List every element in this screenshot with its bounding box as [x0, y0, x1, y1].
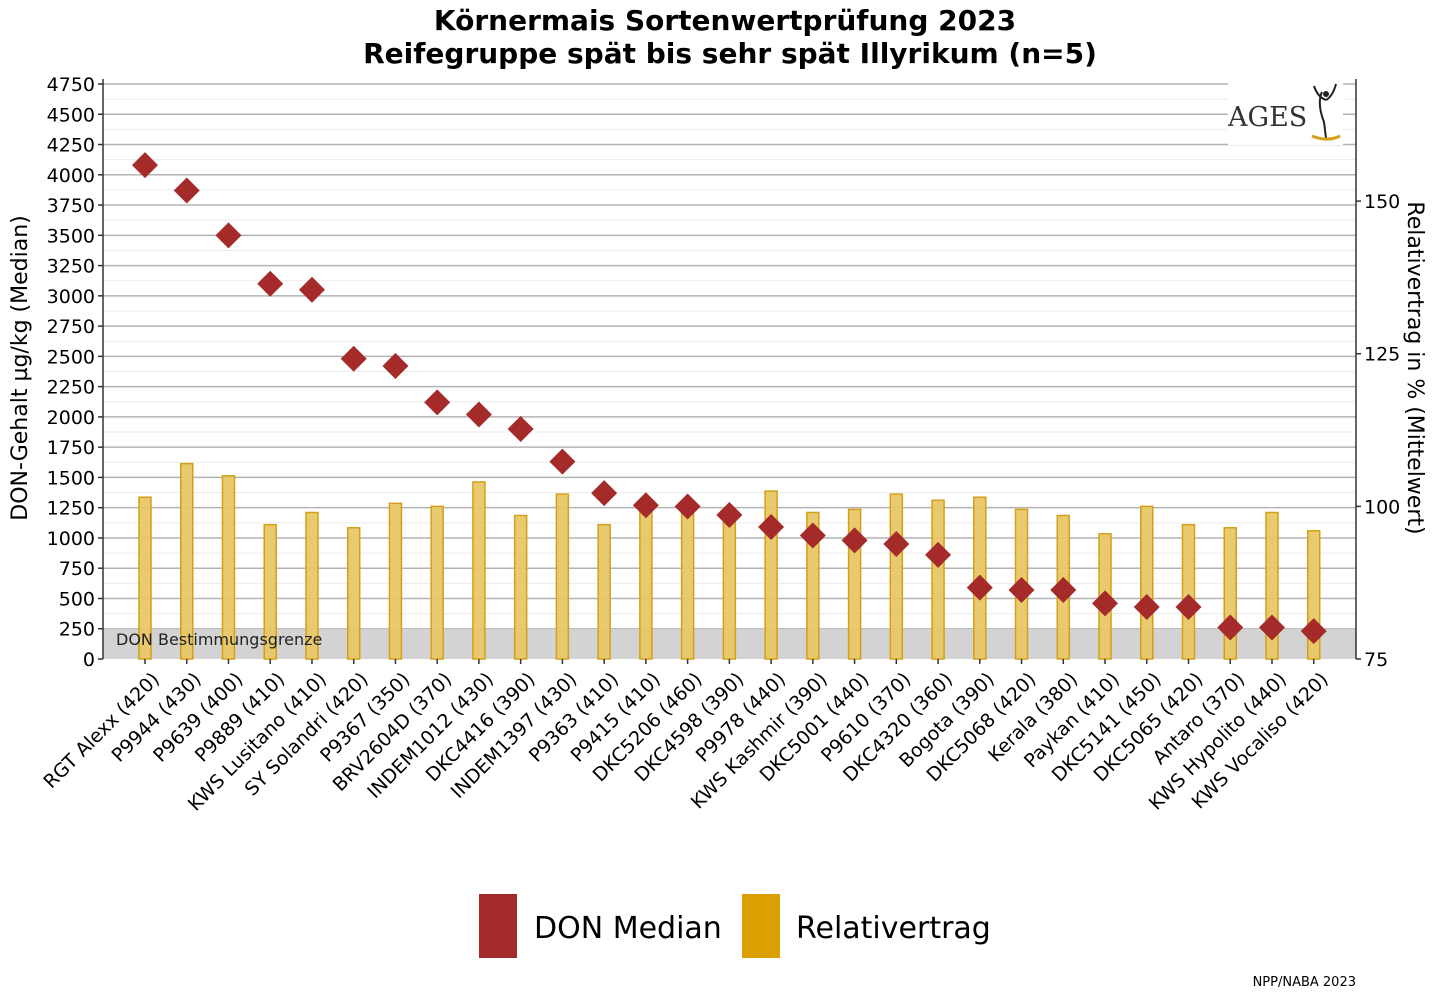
yield-bar [430, 505, 444, 660]
y-axis-title-left: DON-Gehalt µg/kg (Median) [8, 215, 33, 520]
don-point [382, 353, 409, 380]
don-point [632, 492, 659, 519]
yield-bar [722, 511, 737, 660]
yield-bar [889, 493, 904, 660]
yield-bar [639, 502, 653, 660]
legend: DON Median Relativertrag [479, 894, 991, 958]
don-point [674, 493, 701, 520]
don-points [132, 152, 1327, 645]
y-tick-label-left: 2750 [47, 316, 95, 338]
y-tick-label-left: 500 [59, 588, 95, 610]
logo-figure-icon [1313, 83, 1337, 139]
yield-bar [1140, 505, 1154, 660]
y-ticks-right: 75 100 125 150 [1356, 191, 1400, 671]
legend-label-yield: Relativertrag [796, 911, 991, 946]
don-point [507, 416, 534, 442]
y-tick-label-left: 2250 [47, 377, 95, 399]
y-tick-label-left: 3750 [47, 195, 95, 217]
chart-title: Körnermais Sortenwertprüfung 2023 [434, 4, 1016, 37]
don-point [758, 514, 785, 541]
y-tick-label-left: 1750 [47, 437, 95, 459]
don-point [298, 276, 325, 303]
yield-bar [346, 526, 361, 660]
y-tick-label-left: 250 [59, 619, 95, 641]
don-point [1175, 593, 1202, 620]
yield-bar [513, 514, 528, 660]
yield-bar [1181, 523, 1196, 660]
don-point [132, 152, 158, 179]
yield-bar [680, 505, 695, 660]
don-point [549, 448, 576, 475]
don-point [465, 401, 492, 428]
y-tick-label-left: 2000 [47, 407, 95, 429]
y-tick-label-left: 1500 [47, 467, 95, 489]
legend-swatch-don [479, 894, 517, 958]
detection-limit-label: DON Bestimmungsgrenze [116, 630, 322, 649]
don-point [1133, 593, 1160, 620]
y-tick-label-right: 100 [1364, 496, 1400, 518]
y-tick-label-left: 4250 [47, 135, 95, 157]
y-tick-label-left: 4500 [47, 104, 95, 126]
y-tick-label-right: 125 [1364, 344, 1400, 366]
axes [102, 79, 1357, 659]
y-tick-label-right: 150 [1364, 191, 1400, 213]
chart-subtitle: Reifegruppe spät bis sehr spät Illyrikum… [363, 37, 1097, 70]
y-tick-label-left: 1250 [47, 498, 95, 520]
ages-logo: AGES [1227, 80, 1343, 145]
don-point [925, 541, 952, 568]
don-point [424, 389, 451, 416]
don-point [257, 270, 284, 297]
don-point [883, 531, 910, 557]
y-tick-label-left: 4000 [47, 165, 95, 187]
don-point [215, 222, 242, 249]
y-tick-label-left: 0 [83, 649, 95, 671]
yield-bar [597, 523, 611, 660]
y-tick-label-left: 3250 [47, 256, 95, 278]
logo-text: AGES [1227, 102, 1307, 133]
don-point [1050, 577, 1077, 603]
yield-bar [555, 493, 570, 660]
y-tick-label-left: 750 [59, 558, 95, 580]
yield-bar [472, 481, 486, 660]
don-point [799, 522, 826, 549]
don-point [1008, 577, 1035, 603]
y-tick-label-left: 2500 [47, 346, 95, 368]
credit-text: NPP/NABA 2023 [1253, 975, 1356, 990]
y-tick-label-left: 1000 [47, 528, 95, 550]
y-tick-label-left: 4750 [47, 74, 95, 96]
y-axis-title-right: Relativertrag in % (Mittelwert) [1402, 201, 1427, 534]
y-tick-label-left: 3500 [47, 225, 95, 247]
don-point [173, 177, 200, 204]
don-point [1092, 590, 1119, 617]
don-point [591, 480, 618, 507]
don-point [1217, 614, 1244, 641]
yield-bar [388, 502, 403, 660]
don-point [1300, 618, 1327, 645]
don-point [340, 345, 367, 372]
x-ticks: RGT Alexx (420)P9944 (430)P9639 (400)P98… [39, 659, 1333, 815]
don-point [966, 574, 993, 601]
y-tick-label-right: 75 [1364, 649, 1388, 671]
yield-bar [931, 499, 945, 660]
y-ticks-left: 0 250 500 750 1000 1250 1500 1750 2000 2250 2500 27… [47, 74, 103, 671]
legend-swatch-yield [742, 894, 780, 958]
y-tick-label-left: 3000 [47, 286, 95, 308]
legend-label-don: DON Median [534, 911, 722, 946]
don-point [716, 501, 743, 528]
don-point [841, 527, 868, 554]
don-point [1258, 614, 1285, 641]
